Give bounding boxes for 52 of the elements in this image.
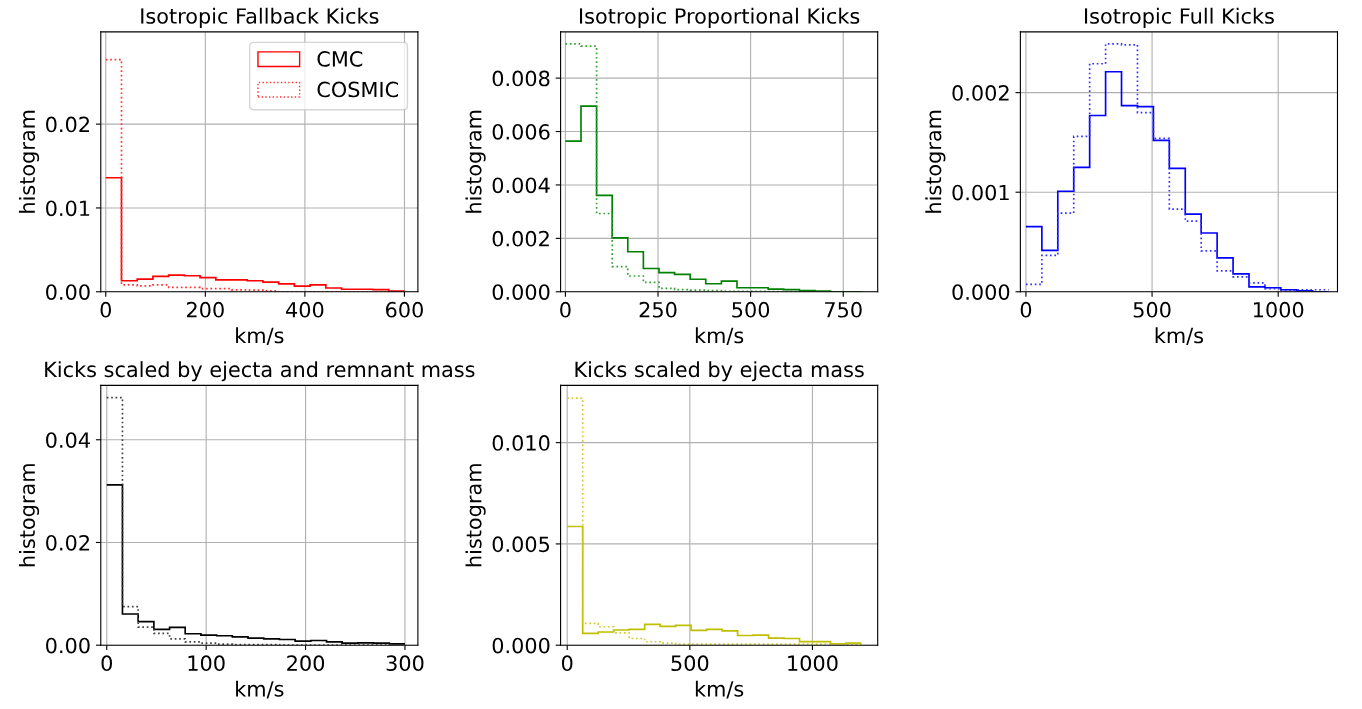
legend-label: CMC [317,51,363,67]
y-tick-label: 0.002 [492,230,549,247]
x-tick-label: 0 [101,655,112,672]
x-axis-title: km/s [1155,327,1204,345]
y-tick-label: 0.002 [952,85,1009,101]
x-tick-label: 1000 [788,655,838,672]
x-tick-label: 0 [1020,301,1032,318]
chart-title: Isotropic Fallback Kicks [141,7,379,28]
x-tick-label: 0 [560,301,571,318]
legend-label: COSMIC [317,81,398,98]
x-tick-label: 500 [1133,301,1171,318]
chart-title: Isotropic Full Kicks [1085,7,1274,28]
y-tick-label: 0.02 [46,116,89,133]
y-axis-title: histogram [465,110,486,213]
y-tick-label: 0.005 [492,536,550,553]
y-axis-title: histogram [18,464,40,567]
x-tick-label: 0 [561,655,573,672]
x-axis-title: km/s [695,680,744,699]
y-axis-title: histogram [465,464,486,567]
chart-title: Kicks scaled by ejecta and remnant mass [45,361,475,382]
x-tick-label: 500 [732,301,770,318]
y-tick-label: 0.00 [46,284,90,300]
chart-title: Kicks scaled by ejecta mass [575,361,864,382]
y-tick-label: 0.008 [492,70,550,87]
y-axis-title: histogram [18,110,40,213]
y-tick-label: 0.000 [952,284,1010,300]
x-tick-label: 1000 [1253,301,1304,318]
x-tick-label: 500 [671,655,709,672]
x-axis-title: km/s [236,327,284,345]
x-tick-label: 200 [186,301,224,318]
y-tick-label: 0.00 [46,637,90,654]
y-tick-label: 0.001 [952,184,1009,201]
x-tick-label: 0 [100,301,112,318]
y-tick-label: 0.006 [492,123,550,140]
y-tick-label: 0.04 [46,432,90,448]
y-tick-label: 0.01 [46,200,90,217]
x-tick-label: 750 [825,301,862,318]
y-axis-title: histogram [925,110,946,213]
y-tick-label: 0.000 [492,637,550,654]
chart-title: Isotropic Proportional Kicks [580,7,860,28]
x-tick-label: 100 [188,655,225,672]
y-tick-label: 0.000 [492,284,550,300]
y-tick-label: 0.02 [46,534,89,551]
x-tick-label: 600 [386,301,423,318]
x-tick-label: 300 [386,655,424,672]
y-tick-label: 0.004 [492,177,550,194]
y-tick-label: 0.010 [492,435,550,451]
x-axis-title: km/s [695,327,744,345]
x-tick-label: 200 [287,655,325,672]
x-tick-label: 400 [286,301,324,318]
x-tick-label: 250 [639,301,677,318]
x-axis-title: km/s [236,680,284,699]
